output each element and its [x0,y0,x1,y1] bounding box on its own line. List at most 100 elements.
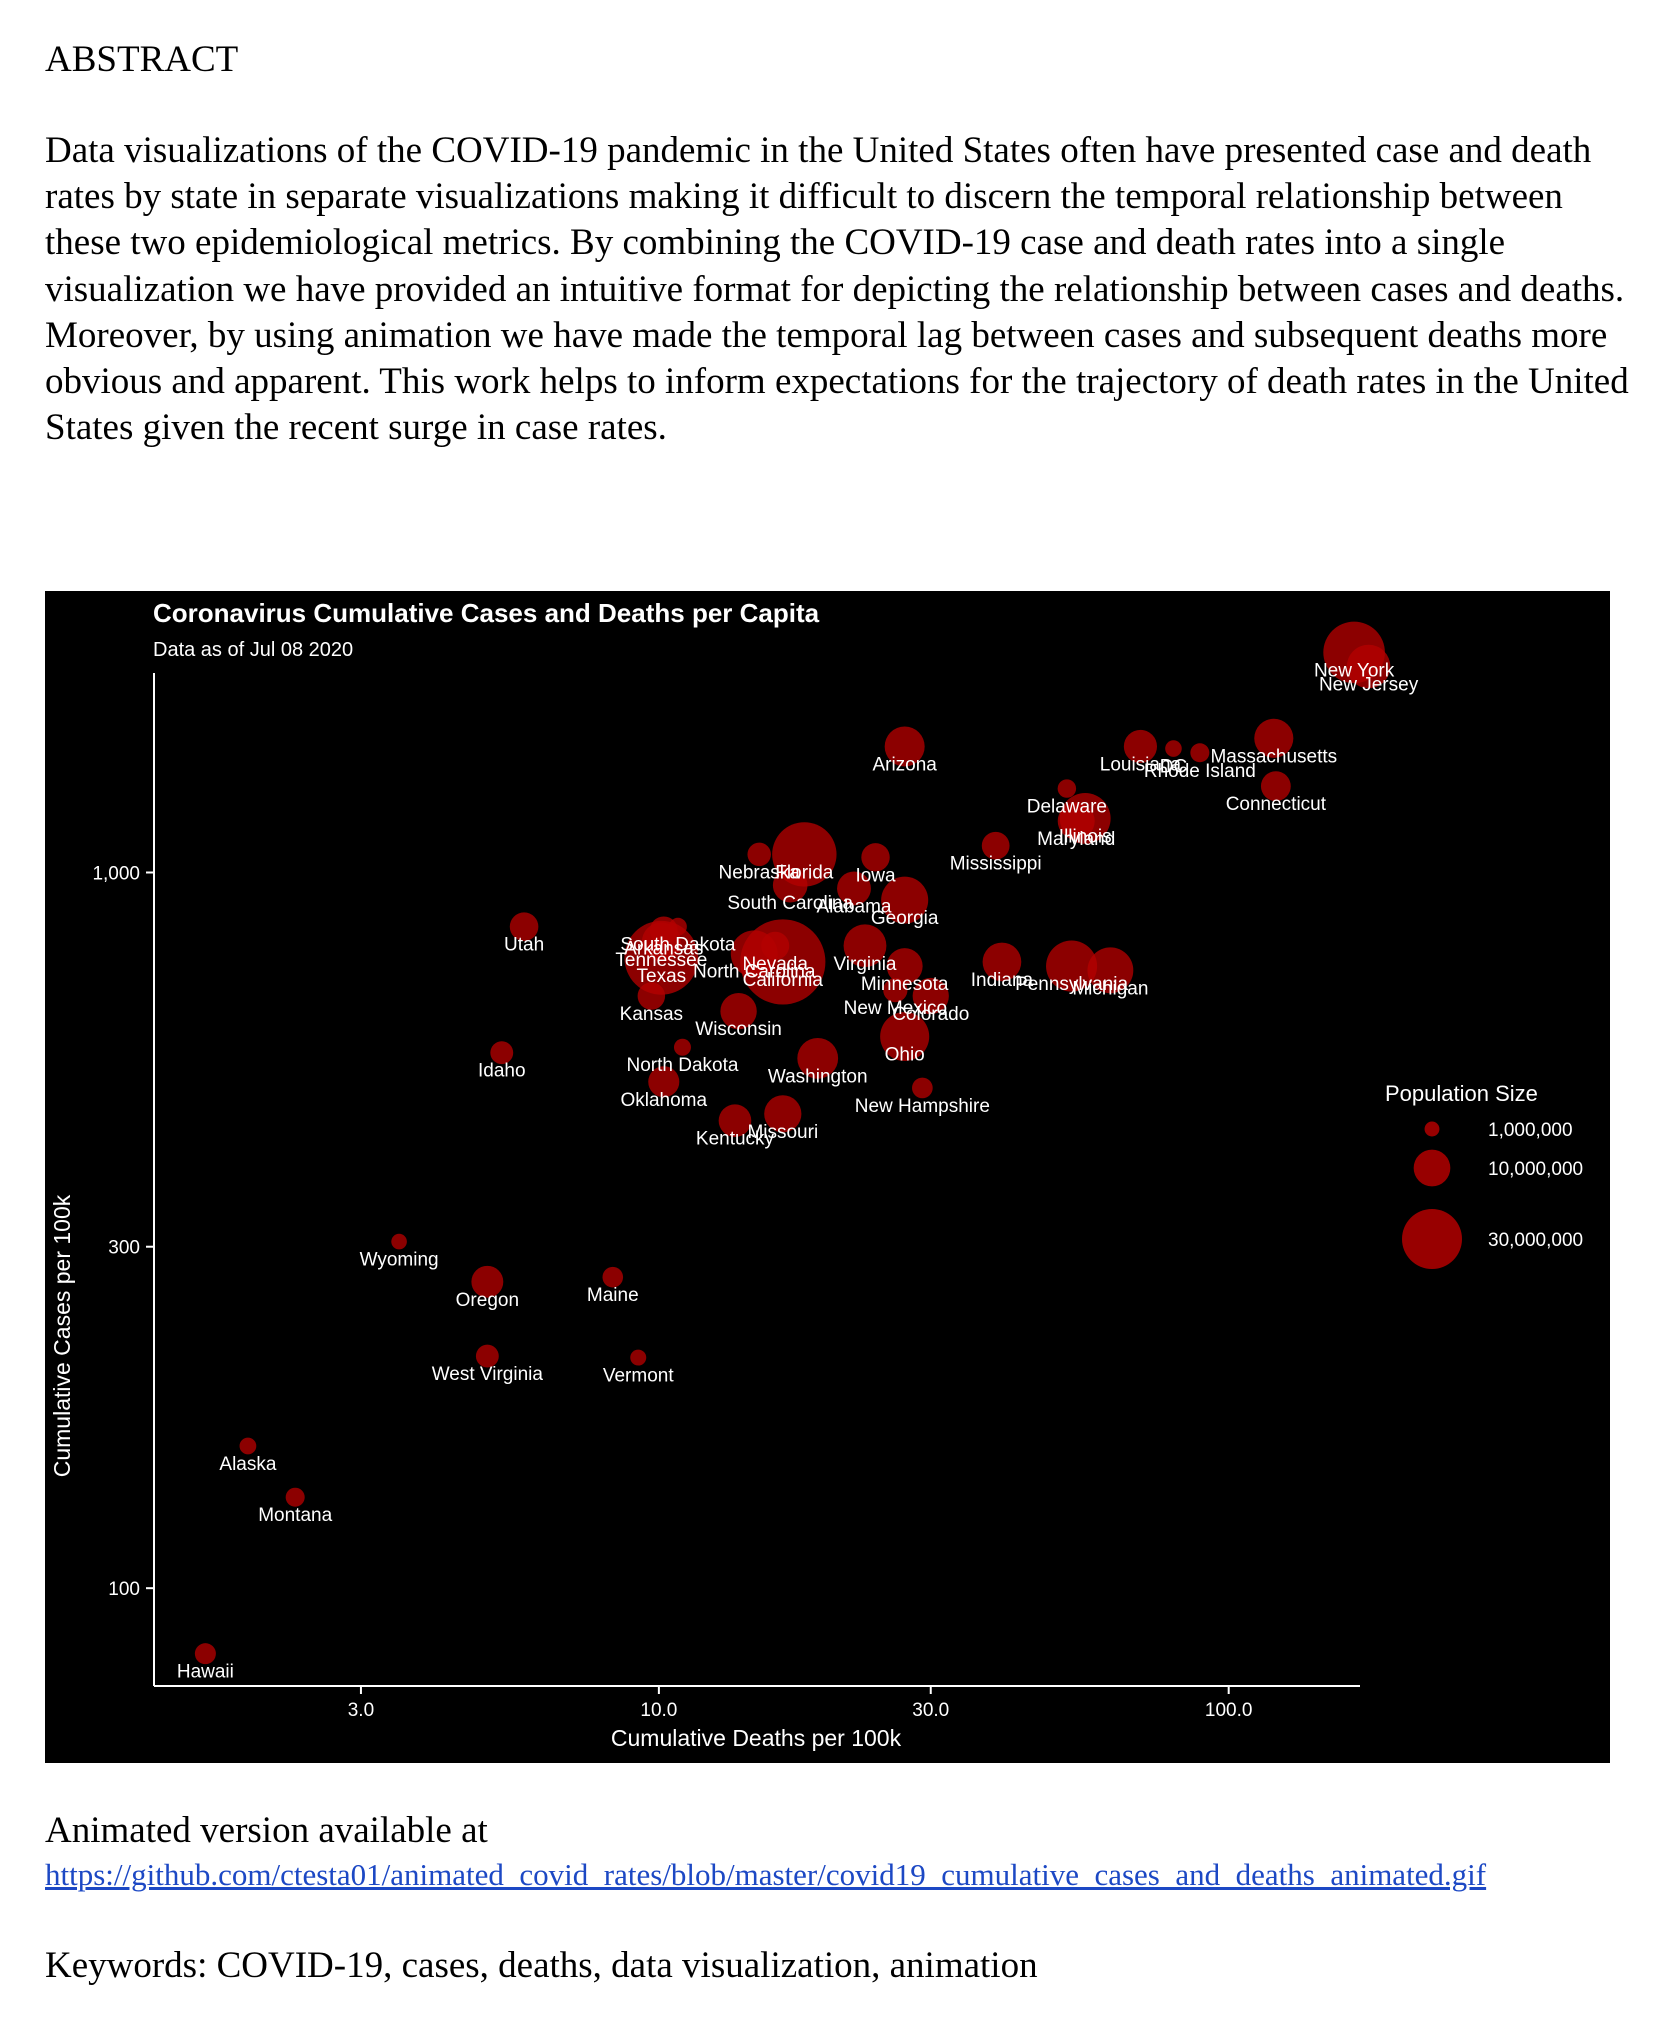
point-label-florida: Florida [775,862,834,883]
point-nebraska [747,842,771,867]
point-alabama [837,871,871,906]
point-hawaii [194,1643,216,1665]
abstract-heading: ABSTRACT [45,39,239,80]
point-label-iowa: Iowa [855,865,896,886]
point-label-new-york: New York [1314,660,1395,681]
point-label-vermont: Vermont [603,1366,674,1387]
point-label-illinois: Illinois [1059,826,1112,847]
point-massachusetts [1254,718,1294,758]
point-new-mexico [883,977,908,1003]
point-label-alaska: Alaska [219,1454,276,1475]
point-label-delaware: Delaware [1027,797,1107,818]
point-label-indiana: Indiana [971,970,1034,991]
chart-axes: 3.0 10.0 30.0 100.0 100 300 1,000 [92,673,1360,1721]
point-label-ohio: Ohio [885,1044,925,1065]
point-label-south-carolina: South Carolina [727,893,853,914]
x-tick-label: 10.0 [640,1700,677,1721]
point-georgia [881,876,929,924]
point-label-kentucky: Kentucky [696,1129,775,1150]
point-label-washington: Washington [768,1066,868,1087]
animated-gif-link[interactable]: https://github.com/ctesta01/animated_cov… [45,1857,1487,1892]
point-kentucky [718,1104,752,1138]
point-virginia [843,924,887,968]
point-utah [509,912,539,941]
point-pennsylvania [1046,940,1098,992]
point-label-arizona: Arizona [872,754,937,775]
point-nevada [761,931,790,960]
point-label-oklahoma: Oklahoma [620,1090,707,1111]
x-axis-label: Cumulative Deaths per 100k [611,1725,902,1751]
point-rhode-island [1190,743,1210,763]
animated-version-note: Animated version available at [45,1810,488,1851]
chart-points [194,621,1391,1665]
point-mississippi [981,831,1010,860]
point-label-montana: Montana [258,1505,332,1526]
covid-scatter-figure: Coronavirus Cumulative Cases and Deaths … [45,591,1610,1763]
point-label-new-mexico: New Mexico [844,998,947,1019]
point-label-new-hampshire: New Hampshire [855,1096,990,1117]
point-label-michigan: Michigan [1072,978,1148,999]
point-label-california: California [743,970,824,991]
point-label-missouri: Missouri [747,1122,818,1143]
point-label-arkansas: Arkansas [624,938,703,959]
point-label-dc: DC [1160,757,1187,778]
point-label-colorado: Colorado [892,1004,969,1025]
point-vermont [630,1349,647,1366]
point-maryland [1057,802,1095,840]
legend-label: 1,000,000 [1488,1120,1573,1141]
point-label-pennsylvania: Pennsylvania [1015,974,1128,995]
point-label-georgia: Georgia [871,908,939,929]
point-label-tennessee: Tennessee [615,950,707,971]
y-tick-label: 1,000 [92,863,140,884]
y-axis-label: Cumulative Cases per 100k [49,1194,75,1477]
point-minnesota [886,948,923,985]
chart-legend: Population Size 1,000,000 10,000,000 30,000… [1385,1081,1583,1270]
point-label-idaho: Idaho [478,1061,526,1082]
legend-title: Population Size [1385,1081,1538,1106]
point-ohio [880,1011,930,1062]
point-label-utah: Utah [504,935,544,956]
point-maine [602,1266,624,1288]
point-label-louisiana: Louisiana [1100,754,1182,775]
chart-subtitle: Data as of Jul 08 2020 [153,639,353,661]
y-tick-label: 300 [108,1238,140,1259]
scatter-chart: Coronavirus Cumulative Cases and Deaths … [49,598,1583,1751]
point-oklahoma [648,1066,680,1098]
point-colorado [912,977,949,1015]
point-west-virginia [475,1344,499,1368]
point-label-north-dakota: North Dakota [626,1055,738,1076]
point-south-dakota [668,917,687,936]
point-label-virginia: Virginia [833,954,896,975]
point-alaska [239,1437,257,1455]
point-iowa [861,843,890,872]
chart-title: Coronavirus Cumulative Cases and Deaths … [153,598,820,628]
point-label-wyoming: Wyoming [360,1250,439,1271]
x-tick-label: 3.0 [348,1700,374,1721]
point-label-texas: Texas [637,966,687,987]
point-south-carolina [772,867,808,903]
point-label-kansas: Kansas [620,1004,683,1025]
point-oregon [471,1265,504,1298]
point-label-south-dakota: South Dakota [620,935,736,956]
point-delaware [1057,779,1077,798]
legend-swatch [1413,1149,1451,1187]
point-label-minnesota: Minnesota [861,974,949,995]
point-label-connecticut: Connecticut [1226,794,1327,815]
point-label-nevada: Nevada [742,954,808,975]
abstract-body: Data visualizations of the COVID-19 pand… [45,130,1629,449]
point-arizona [884,726,925,767]
point-label-mississippi: Mississippi [950,854,1042,875]
point-indiana [982,942,1022,982]
point-louisiana [1123,729,1158,764]
point-label-oregon: Oregon [456,1290,519,1311]
point-new-hampshire [912,1077,933,1099]
point-label-maryland: Maryland [1037,829,1115,850]
y-tick-label: 100 [108,1579,140,1600]
point-montana [285,1487,305,1507]
point-wisconsin [720,993,757,1030]
point-north-dakota [673,1038,691,1056]
point-label-wisconsin: Wisconsin [695,1019,782,1040]
keywords-line: Keywords: COVID-19, cases, deaths, data … [45,1945,1038,1986]
legend-swatch [1424,1121,1440,1137]
point-label-maine: Maine [587,1285,639,1306]
